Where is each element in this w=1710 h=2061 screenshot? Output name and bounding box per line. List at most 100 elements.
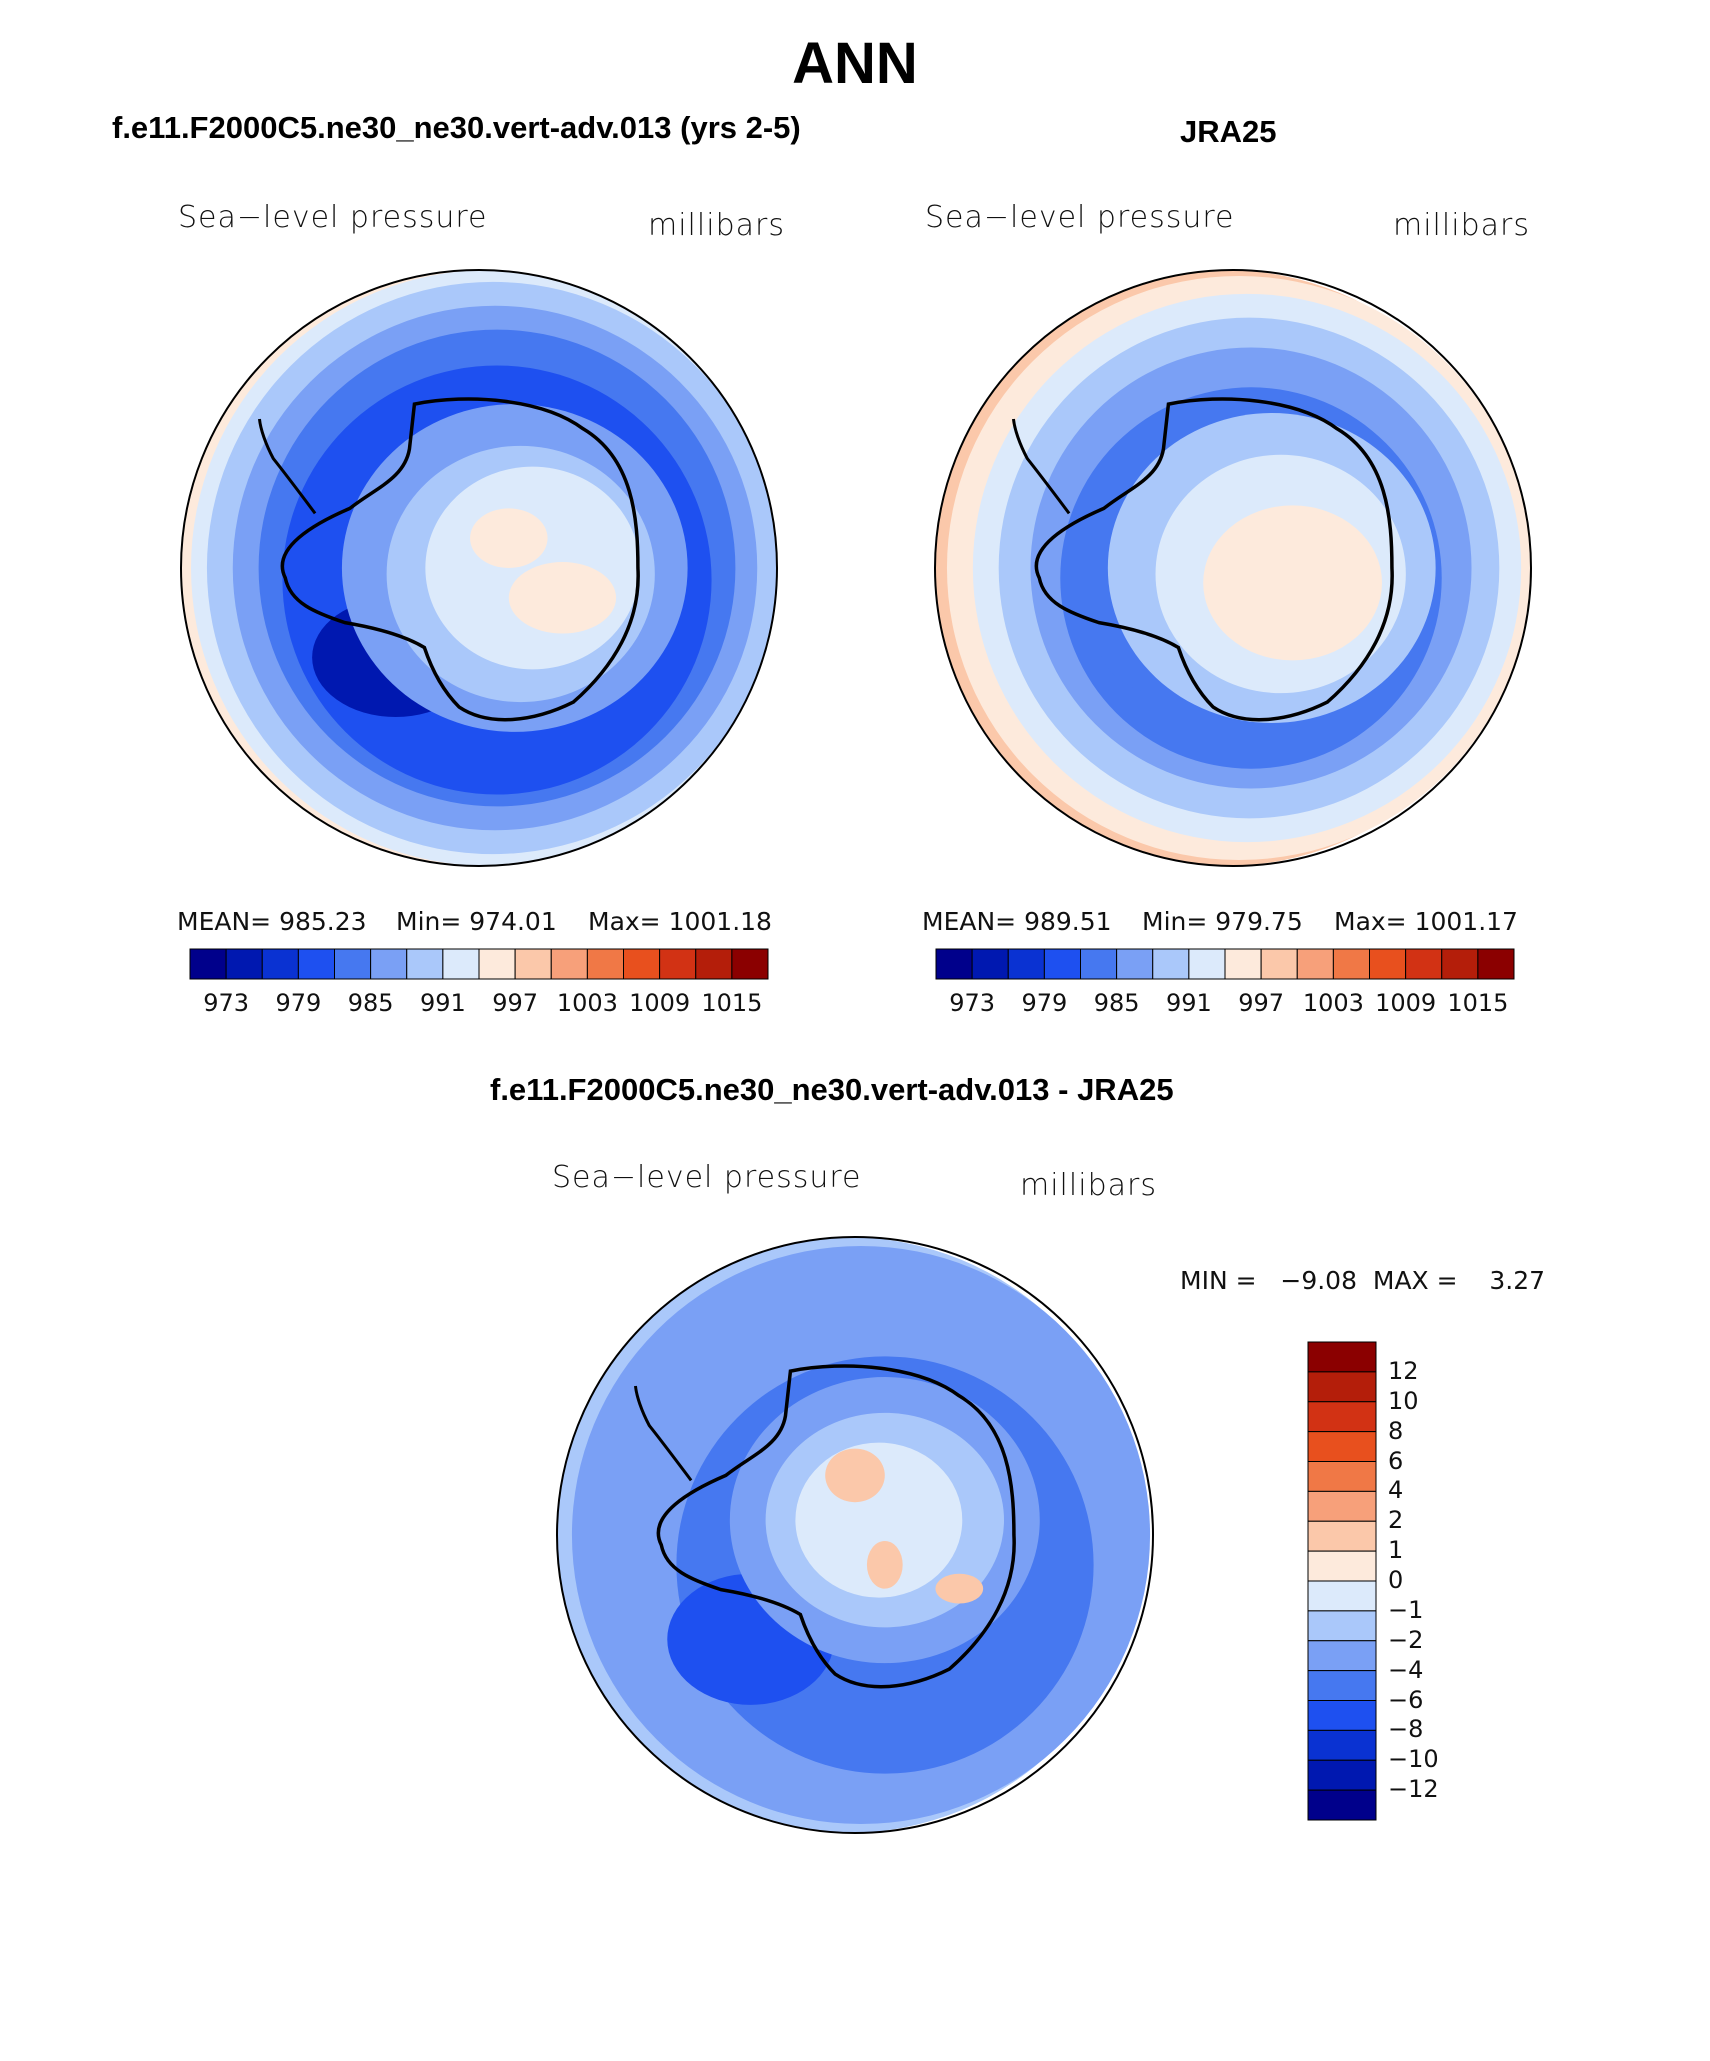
panel3-map-group [556,1236,1154,1834]
colorbar-tick-label: 997 [1238,989,1285,1017]
colorbar-tick-label: 973 [203,989,250,1017]
colorbar-box [971,948,1009,980]
colorbar-tick-label: 1009 [629,989,691,1017]
panel1-max: Max= 1001.18 [588,907,772,936]
colorbar-box [659,948,697,980]
contour-fill [1203,505,1382,661]
colorbar-tick-label: 8 [1388,1416,1404,1445]
colorbar-box [1332,948,1370,980]
colorbar-box [1307,1431,1377,1462]
panel1-map-group [180,269,778,867]
colorbar-box [1307,1700,1377,1731]
colorbar-box [1307,1610,1377,1642]
contour-fill [866,1540,903,1589]
colorbar-box [189,948,227,980]
panel2-max: Max= 1001.17 [1334,907,1518,936]
antarctica-coastline [257,397,640,722]
colorbar-tick-label: −2 [1388,1625,1424,1654]
colorbar-tick-label: 2 [1388,1506,1404,1535]
panel3-minmax: MIN = −9.08 MAX = 3.27 [1180,1266,1546,1295]
contour-fill [425,466,640,670]
panel2-variable-label: Sea−level pressure [925,200,1235,235]
panel1-colorbar-ticks: 973 979 985 991 997 1003 1009 1015 [190,989,768,1019]
colorbar-tick-label: 0 [1388,1566,1404,1594]
colorbar-tick-label: 979 [275,989,322,1017]
panel3-title: f.e11.F2000C5.ne30_ne30.vert-adv.013 - J… [490,1072,1174,1107]
colorbar-box [478,948,516,980]
colorbar-box [935,948,973,980]
colorbar-tick-label: 4 [1388,1476,1404,1505]
colorbar-tick-label: 991 [419,989,466,1017]
colorbar-box [1260,948,1298,980]
colorbar-tick-label: 973 [949,989,996,1017]
colorbar-tick-label: 979 [1021,989,1068,1017]
colorbar-box [1441,948,1479,980]
colorbar-tick-label: −1 [1388,1595,1424,1624]
colorbar-box [1307,1729,1377,1761]
panel1-units-label: millibars [648,208,785,243]
colorbar-box [1116,948,1154,980]
panel2-colorbar-ticks: 973 979 985 991 997 1003 1009 1015 [936,989,1514,1019]
colorbar-tick-label: 1015 [701,989,763,1017]
map-boundary [180,269,778,867]
colorbar-box [1307,1520,1377,1552]
panel1-variable-label: Sea−level pressure [178,200,488,235]
contour-fill [508,562,617,634]
colorbar-box [1043,948,1081,980]
colorbar-box [370,948,408,980]
colorbar-box [1307,1401,1377,1433]
colorbar-box [586,948,624,980]
colorbar-box [1307,1490,1377,1522]
colorbar-box [1307,1461,1377,1492]
colorbar-box [1188,948,1226,980]
colorbar-tick-label: 1 [1388,1536,1404,1565]
panel1-colorbar [189,948,769,980]
colorbar-box [1307,1341,1377,1373]
panel2-colorbar [935,948,1515,980]
map-boundary [556,1236,1154,1834]
colorbar-box [1477,948,1515,980]
colorbar-tick-label: 991 [1165,989,1212,1017]
colorbar-tick-label: 997 [492,989,539,1017]
panel2-mean: MEAN= 989.51 [922,907,1112,936]
colorbar-box [1080,948,1118,980]
colorbar-box [406,948,444,980]
panel1-min: Min= 974.01 [396,907,557,936]
panel3-variable-label: Sea−level pressure [552,1160,862,1195]
colorbar-box [550,948,588,980]
colorbar-box [1307,1580,1377,1612]
main-title: ANN [792,31,918,96]
panel1-mean: MEAN= 985.23 [177,907,367,936]
panel1-title: f.e11.F2000C5.ne30_ne30.vert-adv.013 (yr… [112,110,801,145]
colorbar-box [1307,1670,1377,1701]
colorbar-box [442,948,480,980]
contour-fill [825,1448,885,1503]
colorbar-tick-label: 6 [1388,1446,1404,1475]
colorbar-box [1307,1550,1377,1582]
contour-fill [935,1573,984,1604]
colorbar-tick-label: 985 [347,989,394,1017]
colorbar-tick-label: 12 [1388,1356,1419,1385]
colorbar-box [334,948,372,980]
colorbar-tick-label: 1003 [556,989,618,1017]
colorbar-box [731,948,769,980]
colorbar-tick-label: 10 [1388,1386,1419,1415]
colorbar-box [1152,948,1190,980]
colorbar-box [225,948,263,980]
map-boundary [934,269,1532,867]
colorbar-box [623,948,661,980]
colorbar-box [1307,1759,1377,1791]
colorbar-tick-label: 1015 [1447,989,1509,1017]
panel3-colorbar [1307,1341,1377,1821]
colorbar-tick-label: −4 [1388,1655,1424,1684]
colorbar-tick-label: 1009 [1375,989,1437,1017]
antarctica-coastline [633,1364,1016,1689]
colorbar-box [1307,1371,1377,1403]
colorbar-box [514,948,552,980]
colorbar-box [1224,948,1262,980]
panel2-title: JRA25 [1180,114,1277,149]
colorbar-tick-label: −12 [1388,1775,1439,1804]
colorbar-box [1307,1640,1377,1672]
colorbar-box [695,948,733,980]
